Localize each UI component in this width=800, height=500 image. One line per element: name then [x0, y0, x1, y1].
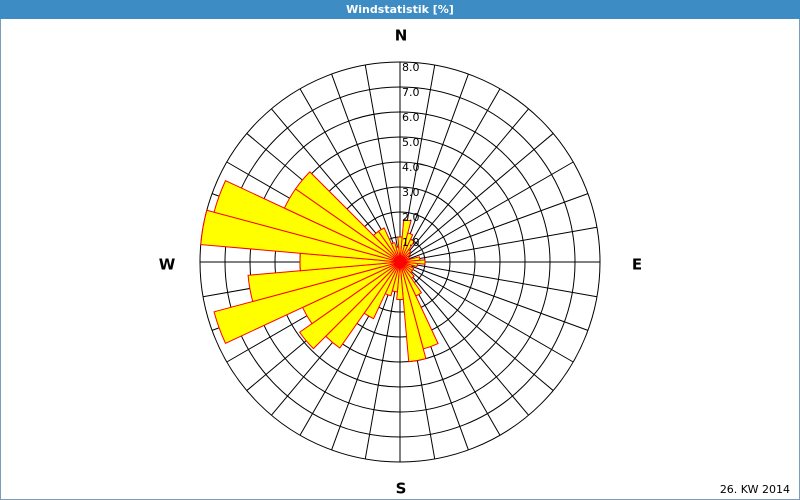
tick-label: 7.0 [402, 86, 420, 99]
footer-note: 26. KW 2014 [720, 483, 790, 496]
grid-ring [249, 111, 551, 413]
bars [200, 171, 439, 363]
wind-bar [399, 261, 427, 363]
tick-label: 3.0 [402, 186, 420, 199]
tick-label: 1.0 [402, 236, 420, 249]
tick-label: 5.0 [402, 136, 420, 149]
grid [199, 61, 601, 463]
tick-label: 8.0 [402, 61, 420, 74]
wind-bar [396, 261, 404, 300]
wind-bar [390, 242, 401, 263]
grid-ring [274, 136, 526, 388]
title-bar [0, 0, 800, 19]
wind-bar [294, 171, 401, 263]
tick-label: 4.0 [402, 161, 420, 174]
wind-bar [298, 261, 401, 350]
grid-ring [224, 86, 576, 438]
wind-bar [399, 259, 426, 265]
direction-label: E [632, 256, 642, 274]
wind-bar [377, 227, 401, 263]
wind-bar [213, 261, 401, 345]
tick-label: 2.0 [402, 211, 420, 224]
wind-bar [213, 179, 401, 263]
wind-bar [395, 246, 401, 263]
chart-title: Windstatistik [%] [346, 3, 454, 16]
direction-label: W [159, 256, 176, 274]
tick-label: 6.0 [402, 111, 420, 124]
direction-label: N [395, 27, 408, 45]
wind-bar [247, 261, 401, 303]
grid-ring [199, 61, 601, 463]
center-dot [397, 259, 403, 265]
direction-label: S [396, 480, 407, 498]
